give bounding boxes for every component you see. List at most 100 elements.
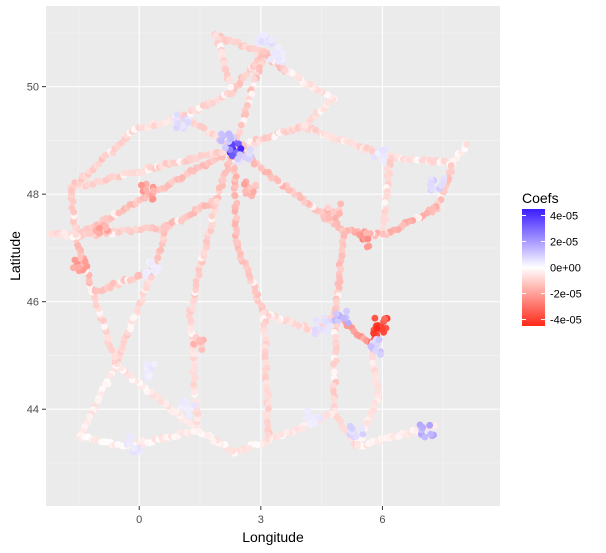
data-point bbox=[195, 336, 203, 344]
data-point bbox=[209, 99, 217, 107]
data-point bbox=[333, 298, 340, 306]
data-point bbox=[317, 325, 325, 333]
data-point bbox=[275, 44, 282, 52]
data-point bbox=[229, 89, 236, 97]
data-point bbox=[191, 402, 199, 410]
data-point bbox=[240, 180, 248, 188]
data-point bbox=[260, 328, 267, 335]
data-point bbox=[237, 145, 245, 153]
data-point bbox=[142, 186, 150, 194]
data-point bbox=[372, 347, 379, 355]
data-point bbox=[426, 421, 434, 429]
data-point bbox=[131, 313, 138, 321]
data-point bbox=[446, 168, 453, 176]
data-point bbox=[219, 176, 227, 184]
data-point bbox=[438, 182, 445, 190]
data-point bbox=[185, 406, 193, 413]
data-point bbox=[369, 353, 376, 361]
data-point bbox=[371, 314, 379, 322]
data-point bbox=[107, 372, 114, 379]
x-axis: 0 3 6 bbox=[136, 506, 386, 526]
data-point bbox=[189, 305, 197, 313]
data-point bbox=[219, 182, 226, 190]
data-point bbox=[323, 327, 331, 335]
data-point bbox=[310, 420, 318, 428]
data-point bbox=[102, 381, 109, 388]
data-point bbox=[231, 164, 239, 172]
data-point bbox=[231, 191, 239, 199]
data-point bbox=[243, 71, 251, 78]
data-point bbox=[245, 155, 253, 163]
data-point bbox=[352, 432, 360, 440]
data-point bbox=[248, 90, 256, 98]
legend-label: 2e-05 bbox=[550, 237, 578, 249]
data-point bbox=[222, 66, 230, 73]
data-point bbox=[295, 322, 303, 330]
data-point bbox=[179, 174, 186, 182]
data-point bbox=[316, 414, 324, 422]
data-point bbox=[373, 324, 381, 332]
data-point bbox=[174, 119, 182, 127]
data-point bbox=[81, 258, 89, 265]
legend: Coefs 4e-05 2e-05 0e+00 -2e-05 -4e-05 bbox=[522, 190, 582, 327]
data-point bbox=[363, 243, 371, 251]
data-point bbox=[121, 169, 128, 177]
data-point bbox=[330, 387, 337, 395]
data-point bbox=[104, 333, 111, 341]
data-point bbox=[258, 38, 265, 45]
data-point bbox=[420, 155, 427, 163]
legend-label: 4e-05 bbox=[550, 211, 578, 223]
data-point bbox=[190, 340, 197, 348]
data-point bbox=[275, 55, 282, 63]
data-point bbox=[379, 157, 386, 165]
data-point bbox=[203, 238, 210, 246]
y-axis: 44 46 48 50 bbox=[27, 82, 46, 416]
data-point bbox=[150, 187, 158, 195]
x-tick-label: 6 bbox=[379, 514, 385, 526]
data-point bbox=[330, 360, 337, 368]
data-point bbox=[208, 212, 216, 220]
x-tick-label: 3 bbox=[258, 514, 264, 526]
data-point bbox=[340, 314, 348, 322]
data-point bbox=[374, 382, 382, 390]
data-point bbox=[195, 266, 203, 274]
data-point bbox=[369, 359, 376, 367]
data-point bbox=[146, 372, 154, 379]
data-point bbox=[321, 318, 328, 326]
data-point bbox=[119, 343, 126, 351]
data-point bbox=[222, 144, 229, 152]
data-point bbox=[370, 329, 377, 337]
data-point bbox=[102, 151, 110, 159]
data-point bbox=[260, 309, 268, 316]
data-point bbox=[324, 204, 332, 212]
data-point bbox=[200, 248, 208, 256]
data-point bbox=[124, 226, 131, 234]
y-axis-title: Latitude bbox=[7, 231, 23, 281]
data-point bbox=[190, 428, 197, 435]
colorbar bbox=[522, 209, 545, 326]
data-point bbox=[102, 222, 109, 230]
data-point bbox=[246, 146, 254, 154]
data-point bbox=[218, 137, 225, 145]
data-point bbox=[281, 66, 289, 74]
data-point bbox=[263, 412, 271, 420]
data-point bbox=[257, 164, 265, 172]
data-point bbox=[196, 271, 203, 279]
data-point bbox=[250, 188, 257, 196]
data-point bbox=[377, 351, 384, 358]
data-point bbox=[226, 158, 234, 166]
data-point bbox=[130, 444, 138, 452]
data-point bbox=[251, 288, 259, 296]
x-axis-title: Longitude bbox=[242, 529, 304, 545]
data-point bbox=[157, 246, 165, 254]
data-point bbox=[264, 431, 272, 439]
data-point bbox=[378, 146, 386, 154]
data-point bbox=[447, 162, 455, 170]
data-point bbox=[431, 422, 439, 429]
data-point bbox=[330, 395, 338, 403]
data-point bbox=[375, 336, 383, 344]
data-point bbox=[225, 130, 233, 138]
data-point bbox=[330, 208, 337, 216]
data-point bbox=[264, 405, 272, 413]
